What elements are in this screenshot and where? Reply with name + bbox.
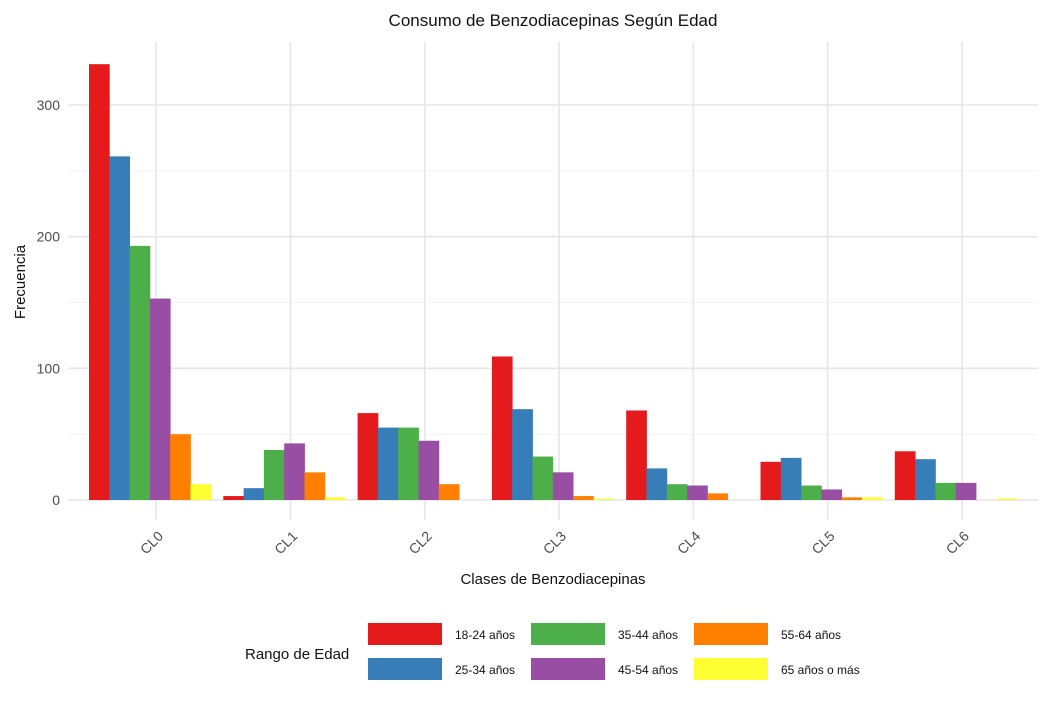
bar: [398, 427, 419, 500]
bar: [955, 482, 977, 500]
bar: [532, 456, 554, 500]
legend-key: [694, 658, 768, 680]
bar: [760, 461, 782, 500]
legend: Rango de Edad 18-24 años 25-34 años 35-44 …: [245, 623, 860, 680]
bar: [666, 484, 688, 500]
bar: [263, 449, 285, 500]
bar: [512, 409, 533, 500]
bar: [996, 498, 1017, 500]
legend-label: 65 años o más: [781, 663, 860, 677]
x-tick-label: CL6: [943, 528, 973, 558]
bar: [935, 482, 957, 500]
x-tick-label: CL4: [674, 528, 704, 558]
bar: [324, 497, 346, 500]
bar: [418, 440, 440, 500]
legend-key: [368, 658, 442, 680]
legend-label: 55-64 años: [781, 628, 841, 642]
chart-title: Consumo de Benzodiacepinas Según Edad: [389, 11, 718, 30]
bar: [646, 468, 668, 500]
bar: [862, 497, 883, 500]
bar: [89, 64, 110, 500]
x-tick-label: CL2: [405, 528, 435, 558]
y-tick-label: 0: [52, 492, 60, 508]
legend-key: [368, 623, 442, 645]
bar: [190, 484, 212, 500]
legend-key: [694, 623, 768, 645]
bar: [707, 493, 729, 500]
bar: [377, 427, 399, 500]
legend-label: 18-24 años: [455, 628, 515, 642]
bar: [801, 485, 822, 500]
bar: [109, 156, 130, 500]
grid-lines: [68, 42, 1038, 520]
bar: [780, 457, 802, 500]
x-axis-title: Clases de Benzodiacepinas: [460, 571, 645, 588]
bar: [626, 410, 647, 500]
bars: [89, 64, 1017, 500]
bar: [687, 485, 708, 500]
x-tick-label: CL3: [540, 528, 570, 558]
y-axis-title: Frecuencia: [12, 244, 29, 319]
y-axis-ticks: 0 100 200 300: [37, 97, 61, 508]
bar: [841, 497, 863, 500]
bar: [915, 459, 936, 500]
legend-label: 25-34 años: [455, 663, 515, 677]
legend-key: [531, 623, 605, 645]
bar: [243, 488, 265, 500]
bar: [304, 472, 326, 500]
bar: [149, 298, 171, 500]
bar: [821, 489, 843, 500]
bar: [284, 443, 305, 500]
x-tick-label: CL0: [137, 528, 167, 558]
x-axis-ticks: CL0 CL1 CL2 CL3 CL4 CL5 CL6: [137, 528, 972, 558]
bar: [223, 496, 244, 500]
legend-label: 35-44 años: [618, 628, 678, 642]
bar: [894, 451, 916, 500]
legend-key: [531, 658, 605, 680]
bar: [552, 472, 574, 500]
bar: [491, 356, 513, 500]
legend-label: 45-54 años: [618, 663, 678, 677]
bar: [593, 498, 615, 500]
y-tick-label: 200: [37, 229, 61, 245]
x-tick-label: CL5: [808, 528, 838, 558]
legend-title: Rango de Edad: [245, 646, 349, 663]
y-tick-label: 100: [37, 360, 61, 376]
bar: [129, 245, 151, 500]
bar: [357, 413, 379, 500]
y-tick-label: 300: [37, 97, 61, 113]
bar: [170, 434, 191, 500]
bar: [438, 484, 460, 500]
x-tick-label: CL1: [271, 528, 301, 558]
bar: [573, 496, 594, 500]
